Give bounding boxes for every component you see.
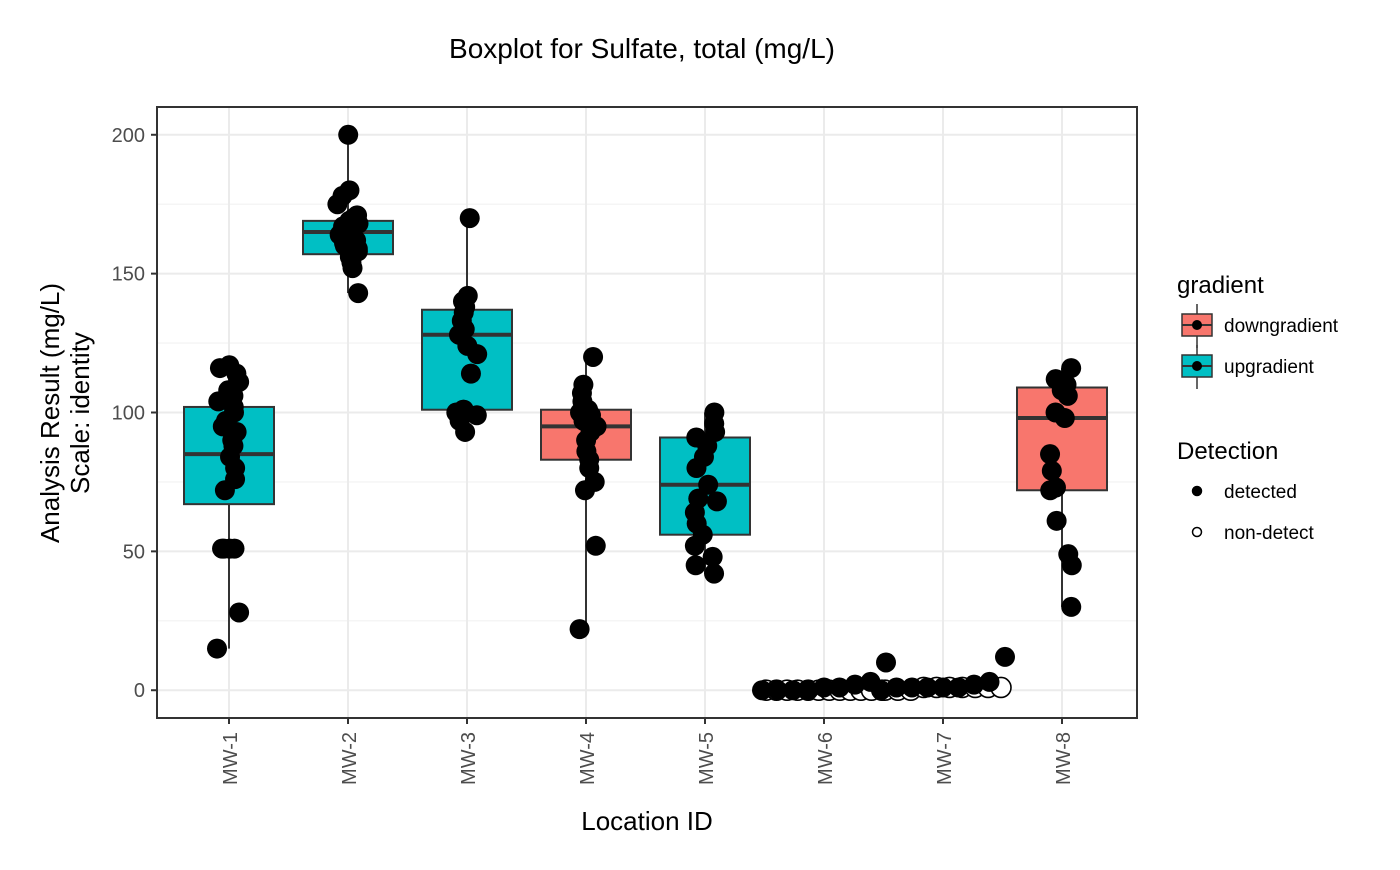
y-tick-label: 50 — [123, 541, 145, 563]
legend-title-detection: Detection — [1177, 438, 1278, 465]
detected-point — [585, 535, 606, 556]
detected-point — [886, 677, 907, 698]
y-tick-label: 0 — [134, 680, 145, 702]
x-tick-label: MW-5 — [696, 732, 718, 785]
detected-point — [583, 346, 604, 367]
legend-title-gradient: gradient — [1177, 272, 1264, 299]
detected-point — [1061, 596, 1082, 617]
y-tick-label: 200 — [112, 125, 145, 147]
x-tick-label: MW-3 — [458, 732, 480, 785]
detected-point — [453, 399, 474, 420]
detected-point — [767, 680, 788, 701]
detected-point — [457, 285, 478, 306]
detected-point — [902, 677, 922, 698]
y-axis-title-line1: Analysis Result (mg/L) — [35, 283, 65, 543]
detected-point — [1041, 460, 1062, 481]
detected-point — [348, 283, 369, 304]
detected-point — [948, 677, 969, 698]
detected-point — [1045, 369, 1066, 390]
detected-point — [686, 427, 707, 448]
legend: gradient downgradient upgradient Detection d… — [1177, 272, 1339, 544]
legend-label-detected: detected — [1224, 482, 1297, 503]
detected-point — [219, 538, 240, 559]
detected-point — [814, 677, 834, 698]
x-axis-title: Location ID — [581, 806, 713, 836]
detected-point — [964, 674, 984, 695]
detected-point — [995, 646, 1015, 667]
detected-point — [704, 402, 725, 423]
detected-point — [688, 488, 709, 509]
x-tick-label: MW-2 — [339, 732, 361, 785]
detected-point — [783, 680, 803, 701]
y-tick-label: 100 — [112, 403, 145, 425]
detected-point — [845, 674, 865, 695]
detected-point — [685, 555, 706, 576]
x-tick-label: MW-7 — [934, 732, 956, 785]
detected-point — [460, 363, 481, 384]
x-tick-label: MW-6 — [815, 732, 837, 785]
detected-point — [1058, 544, 1079, 565]
detected-point — [1046, 510, 1067, 531]
detected-point — [871, 680, 891, 701]
legend-key-point — [1192, 320, 1202, 330]
detected-point — [933, 677, 953, 698]
detected-point — [229, 602, 250, 623]
detected-point — [338, 124, 359, 145]
detected-point — [979, 671, 1000, 692]
detected-point — [347, 205, 368, 226]
detected-point — [207, 638, 228, 659]
x-tick-label: MW-8 — [1053, 732, 1075, 785]
detected-point — [339, 180, 360, 201]
y-tick-label: 150 — [112, 264, 145, 286]
detected-point — [704, 563, 725, 584]
detected-point — [752, 680, 772, 701]
detected-point — [1045, 402, 1066, 423]
detected-point — [569, 619, 590, 640]
detected-point — [702, 546, 723, 567]
legend-nondetect-symbol — [1191, 526, 1203, 538]
legend-label-non-detect: non-detect — [1224, 523, 1315, 544]
detected-point — [798, 680, 819, 701]
legend-key-point — [1192, 361, 1202, 371]
detected-point — [219, 355, 240, 376]
detected-point — [876, 652, 896, 673]
detected-point — [698, 474, 719, 495]
detected-point — [1040, 444, 1061, 465]
legend-label-downgradient: downgradient — [1224, 316, 1339, 337]
detected-point — [1061, 358, 1082, 379]
detected-point — [829, 677, 850, 698]
legend-label-upgradient: upgradient — [1224, 357, 1315, 378]
x-tick-label: MW-4 — [577, 732, 599, 785]
y-axis-title-line2: Scale: identity — [65, 332, 95, 494]
detected-point — [917, 677, 938, 698]
legend-detected-symbol — [1191, 485, 1203, 497]
chart-title: Boxplot for Sulfate, total (mg/L) — [449, 33, 835, 64]
detected-point — [1045, 477, 1066, 498]
detected-point — [573, 374, 594, 395]
detected-point — [706, 491, 727, 512]
x-tick-label: MW-1 — [220, 732, 242, 785]
detected-point — [459, 208, 480, 229]
